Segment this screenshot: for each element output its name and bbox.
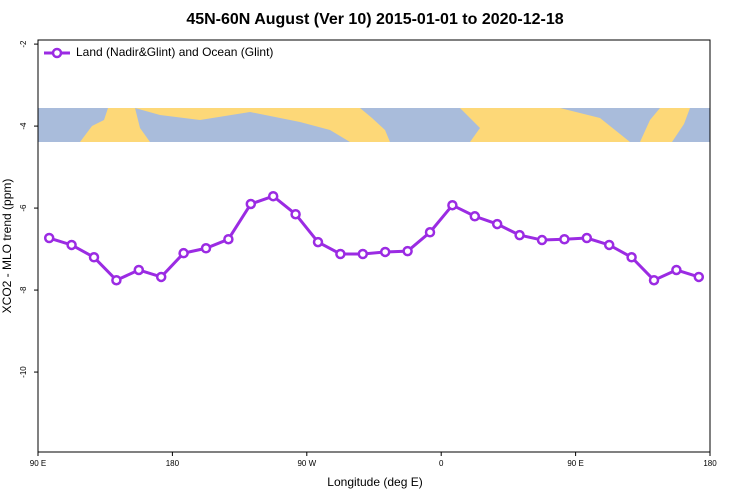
data-point — [581, 232, 593, 244]
legend-label: Land (Nadir&Glint) and Ocean (Glint) — [76, 45, 273, 59]
legend-marker — [51, 47, 63, 59]
plot-frame — [37, 39, 711, 453]
y-tick-label: -4 — [19, 122, 28, 130]
data-point — [267, 190, 279, 202]
data-point — [379, 246, 391, 258]
data-point — [626, 252, 637, 263]
series-line — [48, 194, 700, 283]
data-point — [155, 271, 167, 283]
data-point — [559, 233, 570, 245]
data-point — [43, 232, 55, 244]
x-axis-label: Longitude (deg E) — [327, 475, 422, 489]
y-axis-label: XCO2 - MLO trend (ppm) — [0, 179, 14, 314]
chart-title: 45N-60N August (Ver 10) 2015-01-01 to 20… — [186, 11, 563, 28]
data-point — [200, 243, 212, 254]
y-tick-label: -10 — [19, 366, 28, 378]
data-point — [88, 252, 100, 263]
data-point — [223, 233, 234, 245]
data-point — [424, 227, 436, 238]
data-point — [402, 245, 413, 257]
data-point — [111, 274, 122, 286]
x-tick-label: 180 — [166, 459, 180, 468]
data-point — [447, 199, 458, 211]
data-point — [514, 229, 525, 241]
x-tick-label: 90 W — [297, 459, 316, 468]
data-point — [178, 247, 189, 259]
data-point — [312, 236, 324, 248]
data-point — [335, 248, 346, 260]
x-tick-label: 0 — [439, 459, 444, 468]
data-point — [648, 274, 660, 286]
data-point — [133, 264, 145, 276]
data-point — [469, 211, 481, 222]
y-tick-label: -2 — [19, 40, 28, 48]
map-band — [38, 108, 710, 142]
y-tick-label: -6 — [19, 204, 28, 212]
data-point — [693, 271, 705, 283]
data-point — [536, 234, 548, 246]
x-tick-label: 90 E — [30, 459, 46, 468]
data-point — [603, 239, 615, 251]
x-tick-label: 90 E — [567, 459, 583, 468]
data-point — [671, 264, 682, 276]
data-point — [357, 248, 369, 260]
data-point — [245, 198, 257, 210]
data-point — [66, 239, 77, 251]
y-tick-label: -8 — [19, 286, 28, 294]
x-tick-label: 180 — [703, 459, 717, 468]
data-point — [290, 208, 301, 220]
data-point — [491, 218, 503, 230]
